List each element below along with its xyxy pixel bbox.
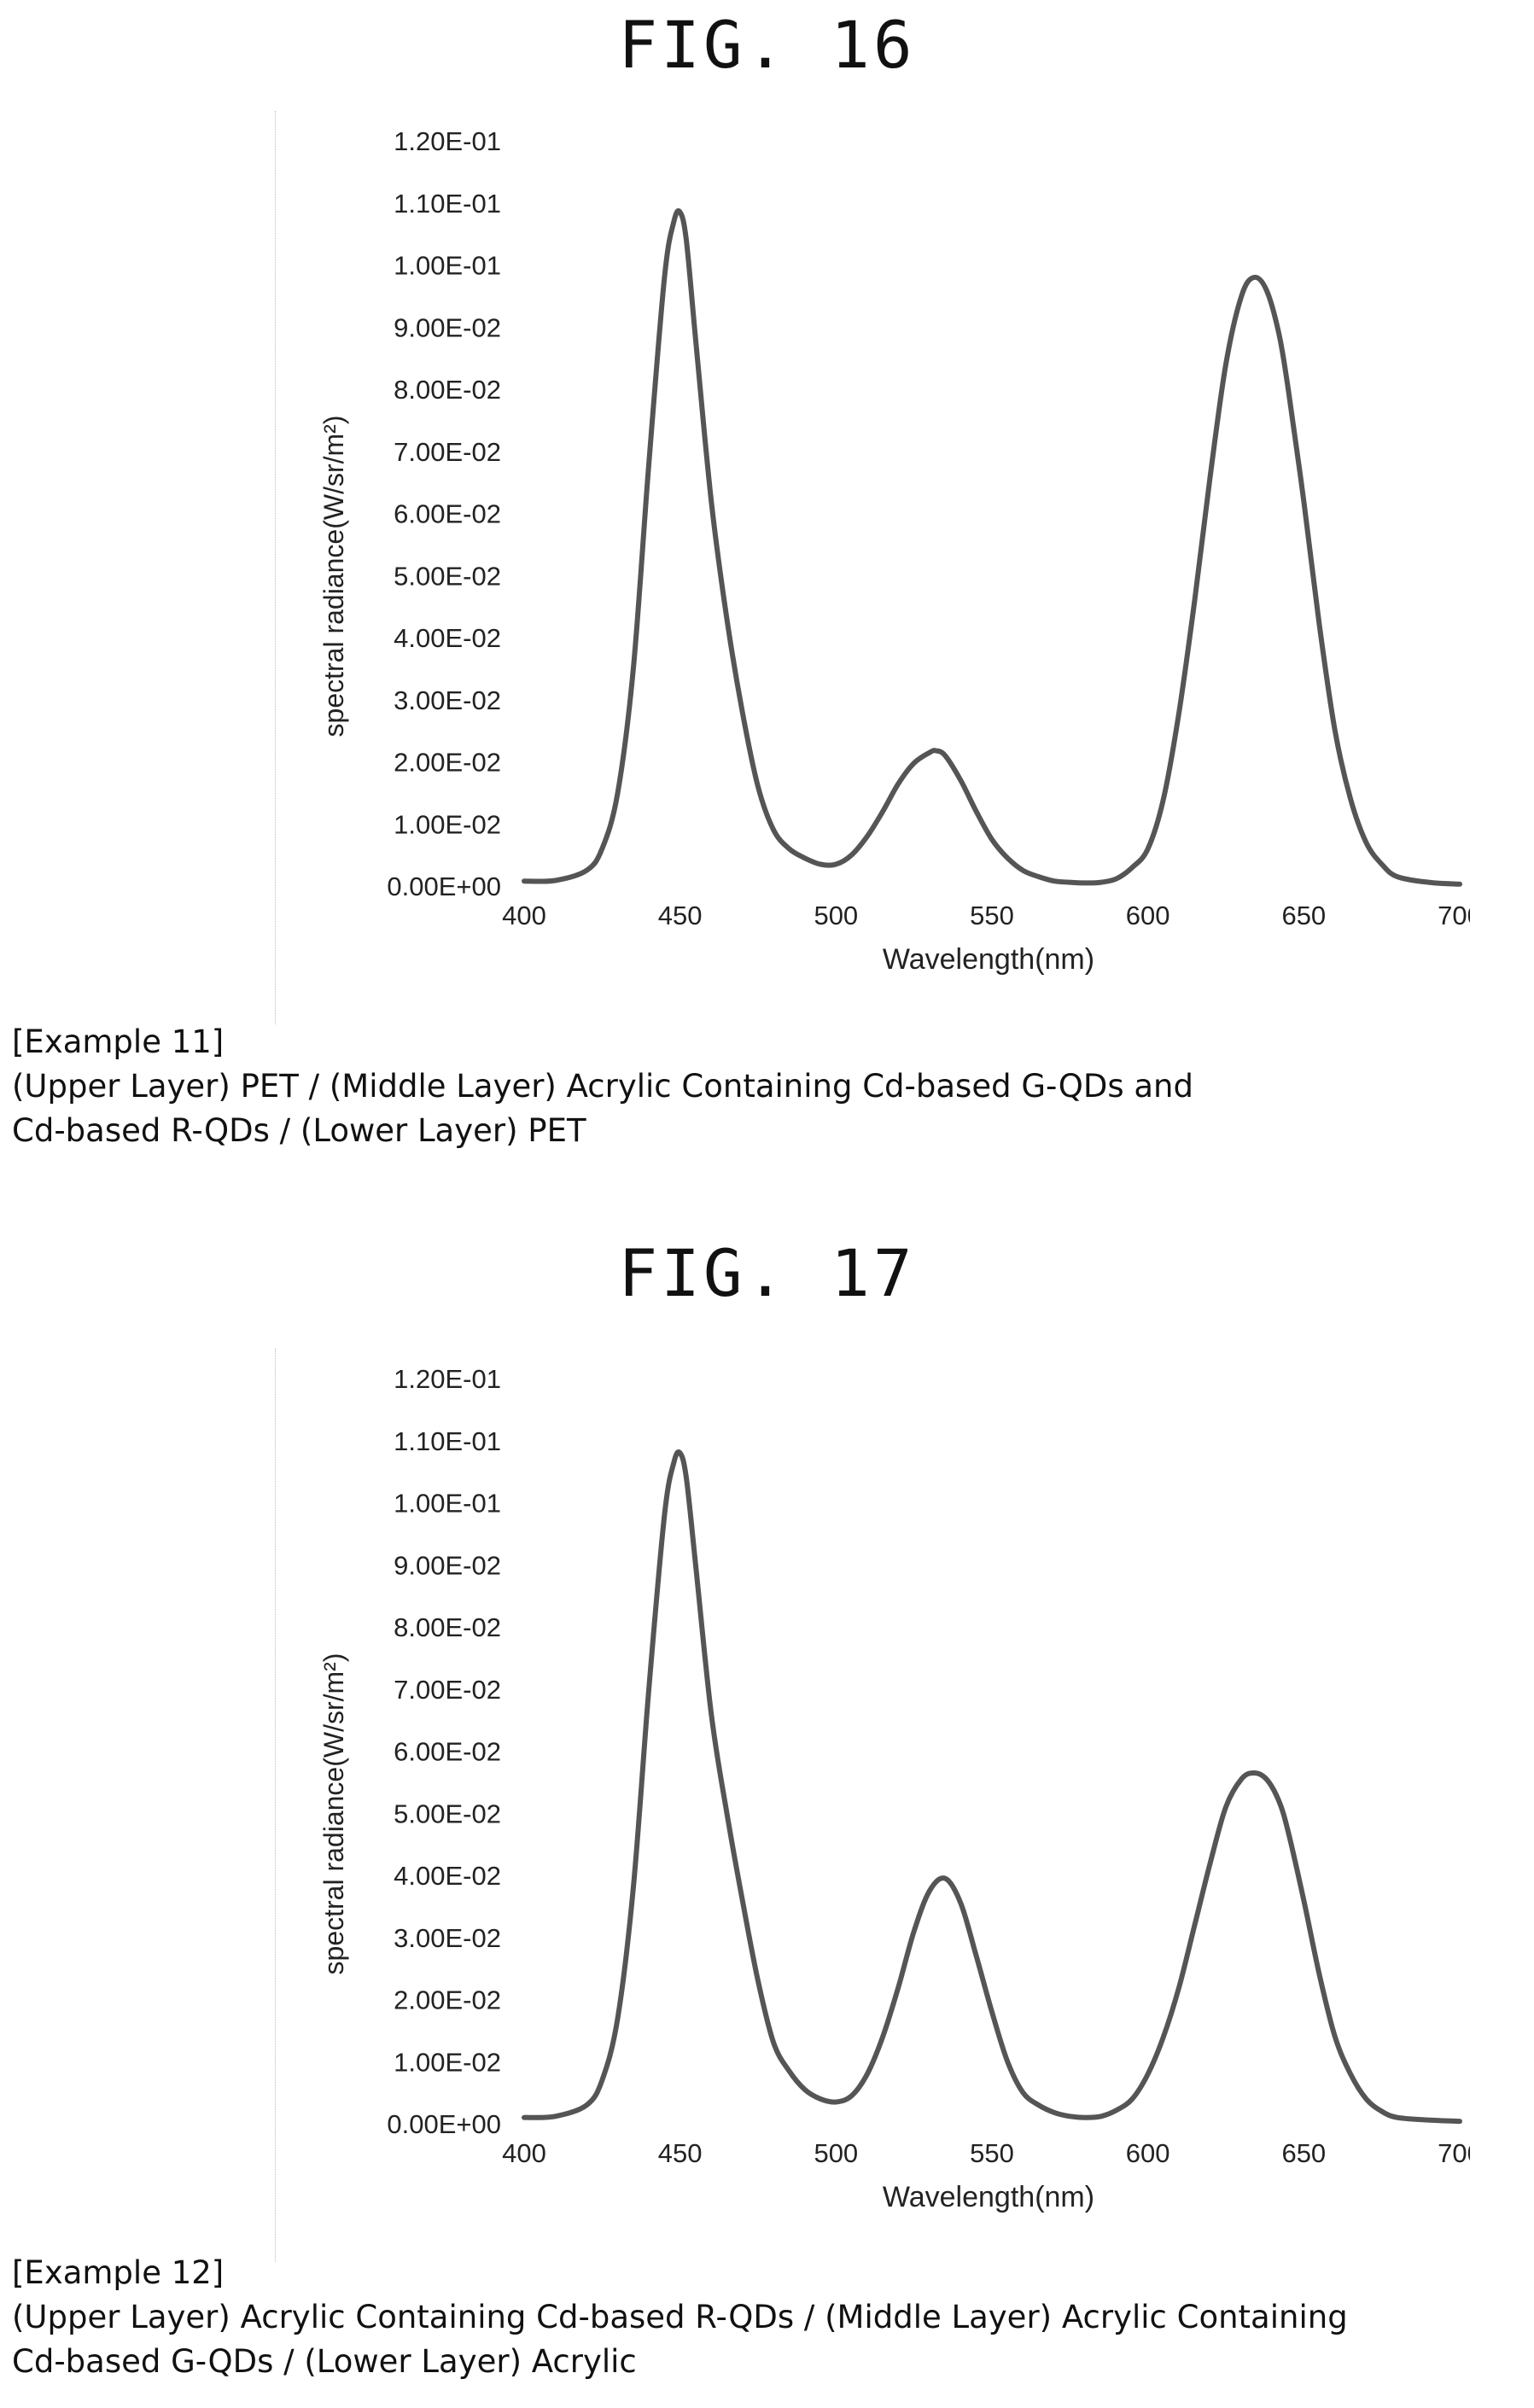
example-label: [Example 11] (12, 1023, 225, 1060)
y-axis-label: spectral radiance(W/sr/m²) (318, 1653, 349, 1975)
y-tick-label: 0.00E+00 (387, 872, 501, 901)
x-axis-label: Wavelength(nm) (883, 2181, 1094, 2213)
x-tick-label: 700 (1438, 2138, 1470, 2168)
y-axis-label: spectral radiance(W/sr/m²) (318, 416, 349, 738)
y-tick-label: 4.00E-02 (394, 623, 501, 653)
y-tick-label: 1.00E-01 (394, 251, 501, 281)
y-tick-label: 1.20E-01 (394, 126, 501, 156)
y-tick-label: 5.00E-02 (394, 1799, 501, 1828)
figure-title: FIG. 17 (618, 1235, 916, 1311)
x-tick-label: 650 (1281, 2138, 1326, 2168)
x-tick-label: 450 (658, 2138, 703, 2168)
y-tick-label: 2.00E-02 (394, 748, 501, 778)
x-tick-label: 500 (814, 901, 858, 930)
y-tick-label: 6.00E-02 (394, 1737, 501, 1767)
figure-caption: [Example 11] (Upper Layer) PET / (Middle… (12, 1020, 1193, 1153)
y-tick-label: 3.00E-02 (394, 1923, 501, 1953)
x-tick-label: 700 (1438, 901, 1470, 930)
spectral-radiance-chart: spectral radiance(W/sr/m²) Wavelength(nm… (318, 1364, 1470, 2213)
y-tick-label: 8.00E-02 (394, 375, 501, 405)
y-tick-label: 2.00E-02 (394, 1985, 501, 2015)
example-label: [Example 12] (12, 2254, 225, 2291)
x-tick-label: 650 (1281, 901, 1326, 930)
chart-frame (275, 111, 1471, 1024)
y-tick-label: 1.00E-02 (394, 2047, 501, 2077)
caption-line: (Upper Layer) Acrylic Containing Cd-base… (12, 2299, 1348, 2335)
y-tick-label: 5.00E-02 (394, 561, 501, 591)
spectrum-series-line (522, 208, 1462, 887)
figure-caption: [Example 12] (Upper Layer) Acrylic Conta… (12, 2251, 1348, 2384)
y-tick-label: 4.00E-02 (394, 1861, 501, 1891)
y-tick-label: 1.20E-01 (394, 1364, 501, 1394)
figure-title: FIG. 16 (618, 7, 916, 83)
y-tick-label: 8.00E-02 (394, 1612, 501, 1642)
x-tick-label: 400 (502, 901, 546, 930)
x-tick-label: 600 (1126, 2138, 1170, 2168)
y-tick-label: 1.00E-02 (394, 809, 501, 839)
y-tick-label: 9.00E-02 (394, 1550, 501, 1580)
x-tick-label: 450 (658, 901, 703, 930)
x-axis-label: Wavelength(nm) (883, 943, 1094, 976)
caption-line: Cd-based R-QDs / (Lower Layer) PET (12, 1112, 586, 1149)
caption-line: Cd-based G-QDs / (Lower Layer) Acrylic (12, 2343, 637, 2380)
y-tick-label: 6.00E-02 (394, 499, 501, 529)
x-tick-label: 600 (1126, 901, 1170, 930)
y-tick-label: 3.00E-02 (394, 685, 501, 715)
x-tick-label: 550 (970, 901, 1014, 930)
y-tick-label: 1.10E-01 (394, 1426, 501, 1456)
spectrum-series-line (522, 1449, 1462, 2125)
y-tick-label: 1.00E-01 (394, 1489, 501, 1519)
y-tick-label: 0.00E+00 (387, 2109, 501, 2139)
x-tick-label: 500 (814, 2138, 858, 2168)
x-tick-label: 550 (970, 2138, 1014, 2168)
y-tick-label: 7.00E-02 (394, 1675, 501, 1705)
y-tick-label: 7.00E-02 (394, 437, 501, 467)
spectral-radiance-chart: spectral radiance(W/sr/m²) Wavelength(nm… (318, 126, 1470, 976)
y-tick-label: 1.10E-01 (394, 189, 501, 219)
y-tick-label: 9.00E-02 (394, 312, 501, 342)
caption-line: (Upper Layer) PET / (Middle Layer) Acryl… (12, 1068, 1193, 1105)
chart-frame (275, 1349, 1471, 2262)
x-tick-label: 400 (502, 2138, 546, 2168)
